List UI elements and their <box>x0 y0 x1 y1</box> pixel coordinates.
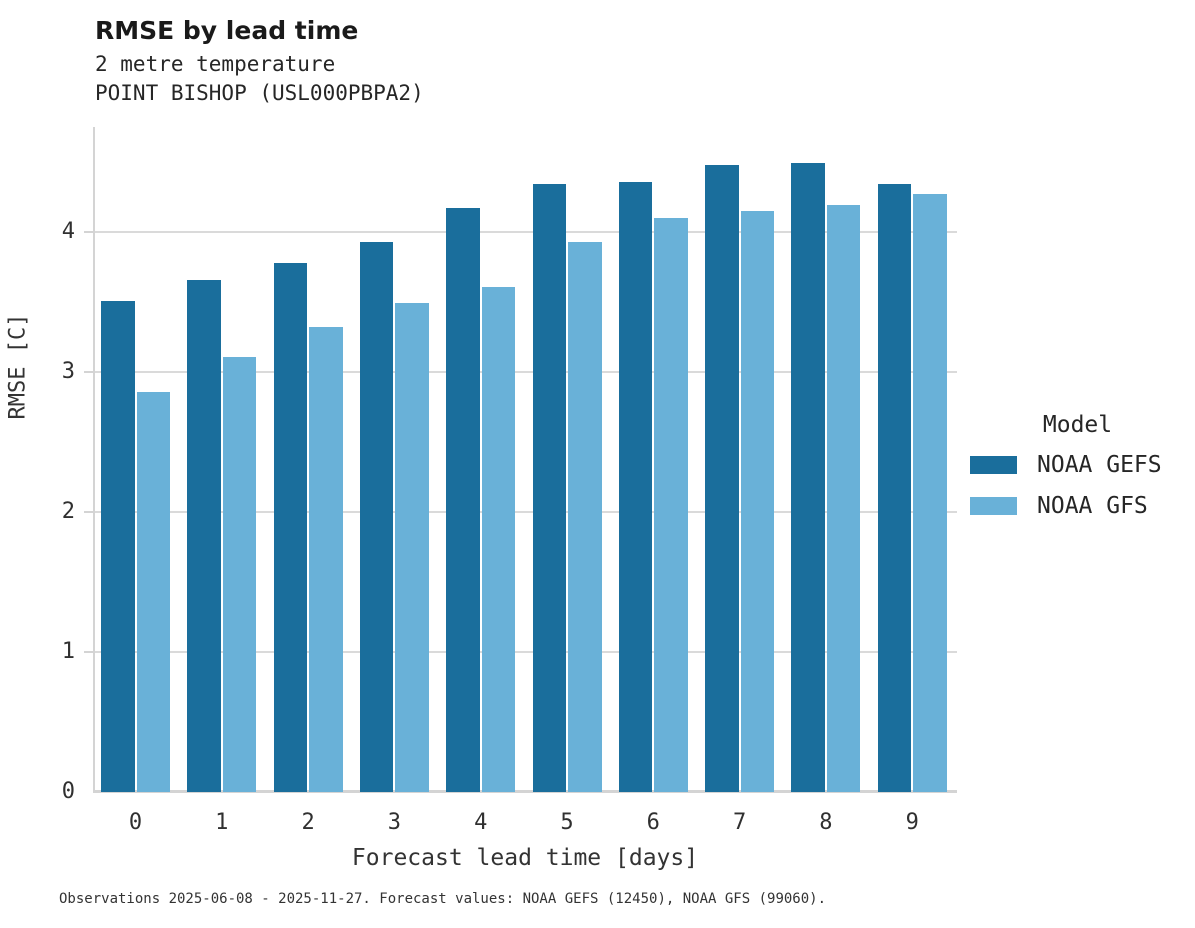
plot-area <box>93 127 957 793</box>
bar-noaa-gfs-day-5 <box>568 241 602 792</box>
legend-swatch-noaa-gefs-icon <box>970 456 1017 474</box>
bar-noaa-gefs-day-2 <box>273 262 308 792</box>
bar-noaa-gefs-day-1 <box>187 279 221 792</box>
x-tick-label-7: 7 <box>732 810 747 835</box>
legend-title: Model <box>1042 412 1113 438</box>
bar-noaa-gfs-day-2 <box>309 327 343 792</box>
x-tick-label-5: 5 <box>560 810 574 835</box>
x-tick-label-0: 0 <box>128 810 143 835</box>
footer-caption: Observations 2025-06-08 - 2025-11-27. Fo… <box>59 891 827 907</box>
bar-noaa-gefs-day-6 <box>618 181 653 792</box>
x-tick-label-4: 4 <box>474 810 488 835</box>
chart-title: RMSE by lead time <box>95 16 359 45</box>
gridline-y-1 <box>95 651 957 653</box>
bar-noaa-gfs-day-8 <box>826 205 861 792</box>
bar-noaa-gfs-day-7 <box>740 211 775 792</box>
bar-noaa-gefs-day-3 <box>359 241 394 792</box>
gridline-y-3 <box>95 371 957 373</box>
y-tick-mark-3 <box>84 371 93 373</box>
legend: Model NOAA GEFS NOAA GFS <box>970 412 1185 534</box>
y-tick-label-0: 0 <box>61 779 75 804</box>
legend-label-noaa-gefs: NOAA GEFS <box>1037 452 1162 478</box>
bar-noaa-gfs-day-4 <box>481 286 516 792</box>
y-tick-label-3: 3 <box>61 359 75 384</box>
bar-noaa-gefs-day-9 <box>877 184 912 792</box>
bar-noaa-gfs-day-1 <box>222 356 257 792</box>
x-tick-label-2: 2 <box>301 810 315 835</box>
bar-noaa-gfs-day-9 <box>913 194 947 792</box>
bar-noaa-gfs-day-0 <box>136 391 170 792</box>
bar-noaa-gefs-day-5 <box>532 184 566 792</box>
legend-label-noaa-gfs: NOAA GFS <box>1037 493 1148 519</box>
bar-noaa-gefs-day-7 <box>705 164 739 792</box>
legend-swatch-noaa-gfs-icon <box>970 497 1017 515</box>
x-tick-label-1: 1 <box>215 810 229 835</box>
y-tick-mark-1 <box>84 651 93 653</box>
bar-noaa-gfs-day-6 <box>654 218 688 792</box>
y-tick-mark-2 <box>84 511 93 513</box>
legend-entry-noaa-gfs: NOAA GFS <box>970 493 1185 519</box>
y-axis-spine <box>93 127 95 792</box>
x-axis-label: Forecast lead time [days] <box>351 845 699 871</box>
chart-subtitle-variable: 2 metre temperature <box>95 52 336 76</box>
bar-noaa-gefs-day-4 <box>446 208 480 792</box>
gridline-y-4 <box>95 231 957 233</box>
bar-noaa-gefs-day-0 <box>101 300 135 792</box>
bar-noaa-gefs-day-8 <box>791 163 825 792</box>
x-tick-label-3: 3 <box>387 810 402 835</box>
x-axis-spine <box>93 790 957 793</box>
x-tick-label-8: 8 <box>819 810 833 835</box>
chart-subtitle-station: POINT BISHOP (USL000PBPA2) <box>95 81 424 105</box>
y-tick-mark-4 <box>84 231 93 233</box>
gridline-y-2 <box>95 511 957 513</box>
x-tick-label-9: 9 <box>905 810 919 835</box>
legend-entry-noaa-gefs: NOAA GEFS <box>970 452 1185 478</box>
y-tick-label-4: 4 <box>61 219 75 244</box>
x-tick-label-6: 6 <box>646 810 660 835</box>
bar-noaa-gfs-day-3 <box>395 303 429 792</box>
y-tick-label-1: 1 <box>61 639 75 664</box>
y-tick-label-2: 2 <box>61 499 75 524</box>
